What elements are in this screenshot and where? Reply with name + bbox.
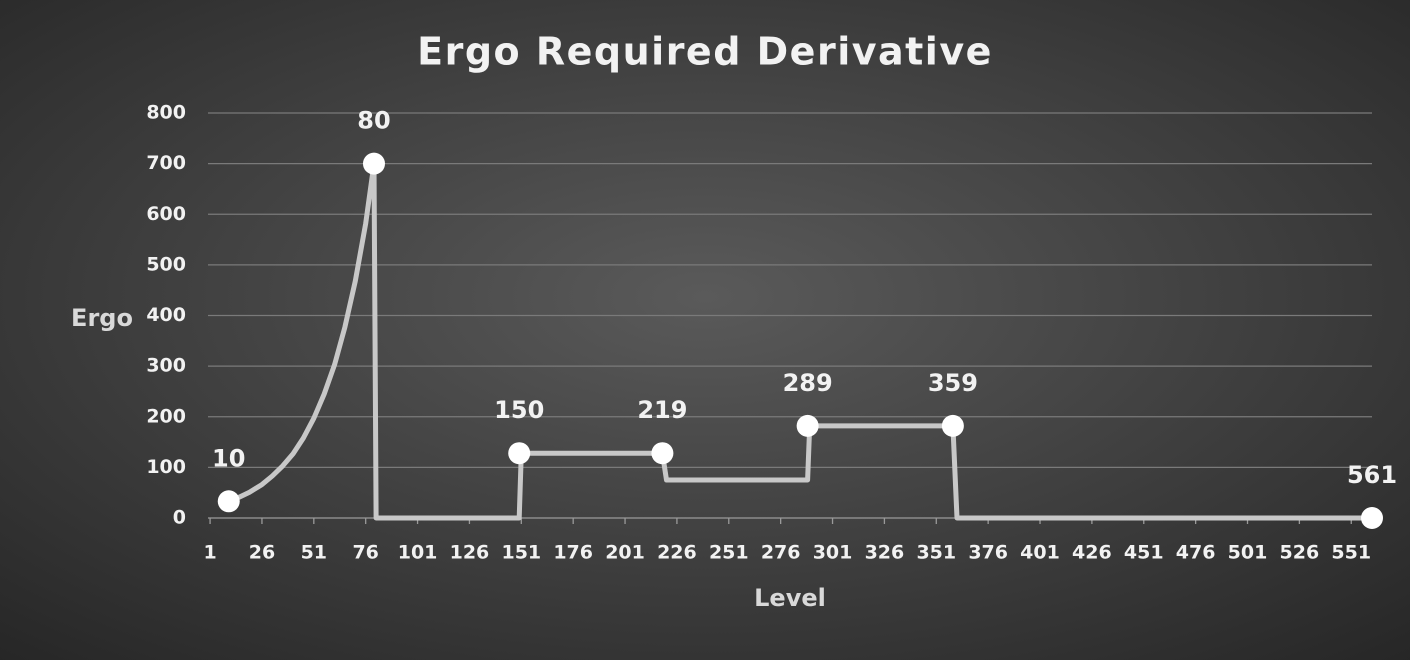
x-tick-label: 451 [1124, 542, 1164, 564]
y-tick-label: 100 [146, 456, 186, 478]
point-marker [651, 442, 674, 465]
point-label: 561 [1347, 461, 1397, 489]
x-tick-label: 326 [865, 542, 905, 564]
x-tick-label: 426 [1072, 542, 1112, 564]
y-tick-label: 800 [146, 102, 186, 124]
point-marker [362, 152, 385, 175]
point-label: 289 [783, 369, 833, 397]
x-tick-label: 501 [1228, 542, 1268, 564]
x-tick-label: 26 [249, 542, 275, 564]
x-tick-label: 1 [203, 542, 216, 564]
y-tick-label: 600 [146, 203, 186, 225]
y-tick-label: 200 [146, 405, 186, 427]
data-line [227, 161, 1372, 521]
x-tick-label: 151 [501, 542, 541, 564]
x-tick-label: 251 [709, 542, 749, 564]
point-marker [1361, 507, 1383, 529]
x-tick-label: 351 [916, 542, 956, 564]
x-tick-label: 101 [398, 542, 438, 564]
x-tick-label: 226 [657, 542, 697, 564]
x-tick-label: 76 [352, 542, 378, 564]
x-tick-label: 376 [968, 542, 1008, 564]
x-tick-label: 476 [1176, 542, 1216, 564]
x-tick-label: 526 [1280, 542, 1320, 564]
y-tick-label: 400 [146, 304, 186, 326]
y-tick-label: 700 [146, 152, 186, 174]
y-tick-label: 500 [146, 253, 186, 275]
x-tick-label: 276 [761, 542, 801, 564]
x-axis-title: Level [754, 584, 826, 612]
point-label: 359 [928, 369, 978, 397]
y-axis-title: Ergo [71, 304, 133, 332]
point-label: 150 [494, 396, 544, 424]
point-label: 80 [357, 107, 390, 135]
x-tick-label: 551 [1331, 542, 1371, 564]
point-marker [941, 414, 964, 437]
x-tick-label: 301 [813, 542, 853, 564]
point-marker [508, 442, 531, 465]
x-tick-label: 201 [605, 542, 645, 564]
x-tick-label: 126 [450, 542, 490, 564]
chart-title: Ergo Required Derivative [417, 30, 993, 74]
x-tick-label: 176 [553, 542, 593, 564]
y-tick-label: 0 [173, 507, 186, 529]
point-marker [796, 414, 819, 437]
point-label: 10 [212, 444, 245, 472]
point-label: 219 [637, 396, 687, 424]
y-tick-label: 300 [146, 355, 186, 377]
point-marker [217, 490, 240, 513]
x-tick-label: 51 [301, 542, 327, 564]
x-tick-label: 401 [1020, 542, 1060, 564]
